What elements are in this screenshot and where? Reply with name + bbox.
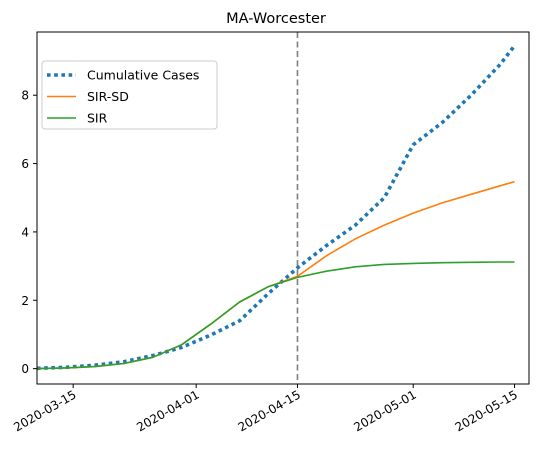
series-line-sir-sd	[36, 180, 515, 370]
legend-label-sir-sd: SIR-SD	[87, 89, 129, 104]
y-tick-label: 6	[21, 157, 29, 171]
legend-label-sir: SIR	[87, 111, 108, 126]
y-tick-label: 2	[21, 294, 29, 308]
x-tick-label: 2020-05-15	[453, 387, 520, 434]
x-tick-label: 2020-04-15	[236, 387, 303, 434]
legend-box	[41, 60, 218, 130]
series-line-cumulative-cases	[36, 44, 516, 371]
series-line-sir	[36, 261, 515, 370]
legend-label-cumulative-cases: Cumulative Cases	[87, 68, 199, 83]
y-tick-label: 4	[21, 225, 29, 239]
y-tick-label: 8	[21, 89, 29, 103]
x-tick-label: 2020-03-15	[11, 387, 78, 434]
y-tick-label: 0	[21, 362, 29, 376]
x-tick-label: 2020-05-01	[351, 387, 418, 434]
x-tick-label: 2020-04-01	[134, 387, 201, 434]
legend: Cumulative Cases SIR-SD SIR	[41, 60, 218, 130]
chart-title: MA-Worcester	[226, 11, 326, 27]
plot-area	[36, 31, 530, 385]
